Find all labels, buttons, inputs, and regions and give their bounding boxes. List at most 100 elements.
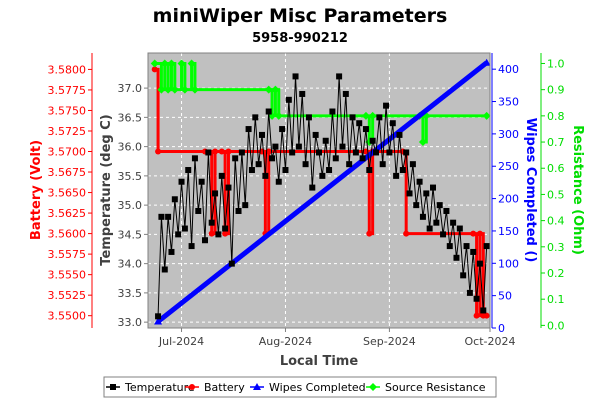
temperature-point <box>470 248 477 255</box>
battery-axis-label: Battery (Volt) <box>29 140 44 240</box>
temperature-point <box>416 178 423 185</box>
temperature-point <box>440 231 447 238</box>
temperature-series <box>155 73 490 320</box>
temperature-point <box>155 313 162 320</box>
x-tick-label: Aug-2024 <box>259 335 312 348</box>
temperature-point <box>456 225 463 232</box>
x-tick-label: Oct-2024 <box>465 335 516 348</box>
wipes-axis-label: Wipes Completed () <box>523 118 538 263</box>
legend-source-resistance-swatch <box>369 383 377 391</box>
source-resistance-point <box>368 111 377 120</box>
temperature-point <box>248 167 255 174</box>
temperature-point <box>168 248 175 255</box>
temperature-point <box>279 126 286 133</box>
temperature-tick-label: 33.5 <box>118 287 143 300</box>
temperature-tick-label: 34.5 <box>118 228 143 241</box>
legend-source-resistance-label: Source Resistance <box>385 381 486 394</box>
battery-tick-label: 3.5575 <box>48 248 87 261</box>
battery-tick-label: 3.5675 <box>48 166 87 179</box>
battery-tick-label: 3.5750 <box>48 104 87 117</box>
wipes-completed-series <box>154 58 491 325</box>
temperature-point <box>205 149 212 156</box>
temperature-point <box>272 143 279 150</box>
temperature-point <box>262 172 269 179</box>
source-resistance-point <box>167 59 176 68</box>
wipes-tick-label: 0 <box>498 322 505 335</box>
resistance-tick-label: 0.0 <box>547 319 565 332</box>
temperature-point <box>282 167 289 174</box>
wipes-tick-label: 400 <box>498 63 519 76</box>
temperature-point <box>269 155 276 162</box>
wipes-tick-label: 250 <box>498 160 519 173</box>
temperature-point <box>480 307 487 314</box>
battery-tick-label: 3.5550 <box>48 269 87 282</box>
resistance-tick-label: 0.2 <box>547 267 565 280</box>
temperature-axis: 33.0 33.5 34.0 34.5 35.0 35.5 36.0 36.5 37.0 <box>118 53 149 329</box>
temperature-point <box>181 225 188 232</box>
temperature-point <box>305 114 312 121</box>
wipes-tick-label: 100 <box>498 257 519 270</box>
temperature-point <box>369 137 376 144</box>
legend-temperature-swatch <box>110 384 116 390</box>
temperature-point <box>285 96 292 103</box>
source-resistance-point <box>271 85 280 94</box>
resistance-axis: 0.0 0.1 0.2 0.3 0.4 0.5 0.6 0.7 0.8 0.9 1.0 <box>540 53 565 332</box>
temperature-point <box>158 213 165 220</box>
temperature-point <box>386 149 393 156</box>
battery-tick-label: 3.5500 <box>48 310 87 323</box>
wipes-tick-label: 300 <box>498 128 519 141</box>
temperature-point <box>178 178 185 185</box>
temperature-point <box>309 184 316 191</box>
legend-temperature-label: Temperature <box>124 381 195 394</box>
source-resistance-point <box>418 138 427 147</box>
temperature-point <box>342 90 349 97</box>
temperature-point <box>242 202 249 209</box>
temperature-tick-label: 36.5 <box>118 111 143 124</box>
temperature-tick-label: 34.0 <box>118 258 143 271</box>
resistance-tick-label: 0.3 <box>547 241 565 254</box>
battery-tick-label: 3.5800 <box>48 63 87 76</box>
battery-point <box>225 148 232 155</box>
temperature-point <box>238 149 245 156</box>
temperature-point <box>373 149 379 156</box>
x-axis: Jul-2024 Aug-2024 Sep-2024 Oct-2024 <box>148 327 516 348</box>
temperature-tick-label: 35.0 <box>118 199 143 212</box>
temperature-point <box>299 90 306 97</box>
wipes-tick-label: 350 <box>498 96 519 109</box>
battery-tick-label: 3.5625 <box>48 207 87 220</box>
source-resistance-point <box>180 85 189 94</box>
battery-point <box>222 230 229 237</box>
x-tick-label: Sep-2024 <box>363 335 416 348</box>
temperature-point <box>403 149 410 156</box>
temperature-point <box>202 237 208 244</box>
temperature-point <box>316 149 322 156</box>
resistance-tick-label: 0.9 <box>547 84 565 97</box>
temperature-point <box>208 219 215 226</box>
temperature-point <box>419 213 426 220</box>
battery-point <box>476 230 483 237</box>
source-resistance-point <box>274 111 283 120</box>
battery-axis: 3.5500 3.5525 3.5550 3.5575 3.5600 3.5625 3.56… <box>48 53 93 328</box>
temperature-tick-label: 37.0 <box>118 82 143 95</box>
battery-point <box>208 230 215 237</box>
temperature-tick-label: 35.5 <box>118 170 143 183</box>
temperature-point <box>396 131 403 138</box>
legend-battery-label: Battery <box>204 381 245 394</box>
temperature-point <box>426 225 433 232</box>
temperature-point <box>423 190 430 197</box>
resistance-tick-label: 0.7 <box>547 136 565 149</box>
battery-point <box>366 230 373 237</box>
temperature-point <box>232 155 239 162</box>
temperature-point <box>292 73 299 80</box>
temperature-point <box>185 167 192 174</box>
battery-tick-label: 3.5650 <box>48 187 87 200</box>
battery-point <box>212 148 219 155</box>
battery-point <box>403 230 410 237</box>
temperature-point <box>436 202 443 209</box>
temperature-point <box>393 172 400 179</box>
source-resistance-point <box>150 59 159 68</box>
temperature-point <box>460 272 467 279</box>
temperature-point <box>161 266 168 273</box>
temperature-point <box>245 126 252 133</box>
